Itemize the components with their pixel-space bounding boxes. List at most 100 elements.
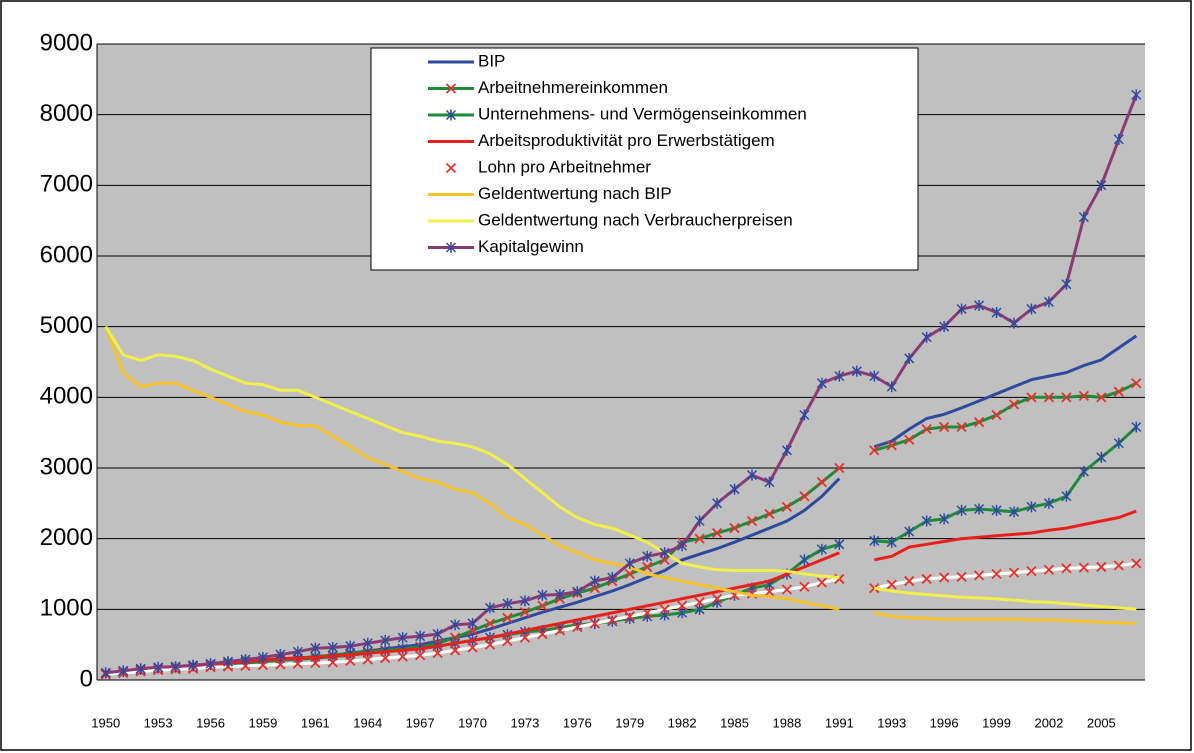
x-tick-label: 1967: [406, 715, 435, 730]
marker: [781, 501, 793, 513]
marker: [589, 618, 600, 629]
marker: [1113, 437, 1124, 449]
marker: [939, 321, 950, 333]
marker: [659, 554, 670, 566]
marker: [1096, 561, 1107, 573]
y-tick-label: 8000: [40, 100, 93, 127]
series-line: [105, 94, 1138, 675]
marker: [677, 540, 688, 552]
marker: [904, 526, 915, 538]
marker: [1043, 296, 1054, 308]
marker: [1008, 399, 1020, 410]
marker: [991, 504, 1002, 516]
marker: [1078, 562, 1090, 573]
series-line: [104, 325, 840, 579]
marker: [100, 667, 111, 679]
marker: [519, 632, 531, 643]
marker: [519, 595, 530, 607]
x-tick-label: 1988: [772, 715, 801, 730]
marker: [694, 515, 705, 527]
marker: [886, 536, 897, 548]
marker: [624, 568, 635, 580]
marker: [1113, 133, 1124, 145]
x-tick-label: 1964: [353, 715, 382, 730]
marker: [589, 575, 600, 587]
x-tick-label: 1999: [982, 715, 1011, 730]
marker: [746, 515, 758, 527]
marker: [310, 657, 321, 669]
marker: [1061, 563, 1072, 574]
marker: [414, 650, 426, 661]
marker: [153, 661, 164, 673]
x-tick-label: 1982: [668, 715, 697, 730]
y-tick-label: 3000: [40, 453, 93, 480]
marker: [380, 652, 391, 664]
marker: [904, 434, 915, 445]
marker: [1078, 390, 1090, 402]
marker: [781, 584, 793, 595]
y-tick-label: 5000: [40, 312, 93, 339]
marker: [746, 469, 758, 481]
marker: [554, 625, 566, 636]
marker: [886, 579, 897, 590]
marker: [170, 661, 181, 673]
marker: [834, 370, 845, 382]
marker: [729, 483, 740, 495]
marker: [1026, 303, 1037, 315]
series-line: [874, 425, 1138, 544]
marker: [1008, 317, 1020, 329]
marker: [904, 575, 915, 587]
marker: [1096, 179, 1107, 191]
series-line: [873, 334, 1138, 449]
marker: [432, 648, 443, 659]
marker: [222, 656, 234, 668]
marker: [484, 639, 496, 650]
marker: [1026, 392, 1037, 403]
marker: [572, 621, 583, 633]
legend-label: Unternehmens- und Vermögenseinkommen: [478, 104, 807, 123]
marker: [1096, 392, 1107, 403]
marker: [991, 568, 1002, 580]
x-tick-label: 1959: [248, 715, 277, 730]
y-tick-label: 1000: [40, 595, 93, 622]
marker: [659, 604, 670, 615]
marker: [1008, 506, 1020, 518]
marker: [921, 331, 932, 343]
marker: [1131, 421, 1142, 433]
marker: [869, 535, 880, 547]
marker: [624, 557, 635, 569]
series: [104, 326, 1137, 625]
marker: [415, 630, 426, 642]
legend-label: Arbeitnehmereinkommen: [478, 78, 668, 97]
marker: [345, 655, 356, 667]
marker: [445, 109, 457, 121]
series-line: [874, 611, 1137, 625]
marker: [764, 476, 775, 488]
marker: [292, 658, 304, 669]
marker: [502, 612, 513, 623]
marker: [1096, 451, 1107, 463]
marker: [380, 634, 391, 646]
marker: [938, 421, 950, 433]
marker: [1026, 501, 1037, 513]
x-tick-label: 2002: [1034, 715, 1063, 730]
legend: [370, 47, 919, 271]
marker: [816, 543, 827, 555]
marker: [467, 617, 478, 629]
marker: [502, 635, 513, 647]
marker: [764, 586, 775, 597]
marker: [694, 533, 705, 544]
marker: [1131, 89, 1142, 101]
marker: [589, 582, 600, 594]
marker: [886, 381, 897, 393]
marker: [554, 588, 565, 600]
marker: [659, 547, 670, 559]
marker: [1043, 497, 1054, 509]
marker: [275, 659, 286, 670]
legend-label: BIP: [478, 51, 505, 70]
marker: [240, 654, 251, 666]
marker: [502, 598, 513, 610]
marker: [327, 641, 338, 653]
marker: [1061, 278, 1072, 290]
